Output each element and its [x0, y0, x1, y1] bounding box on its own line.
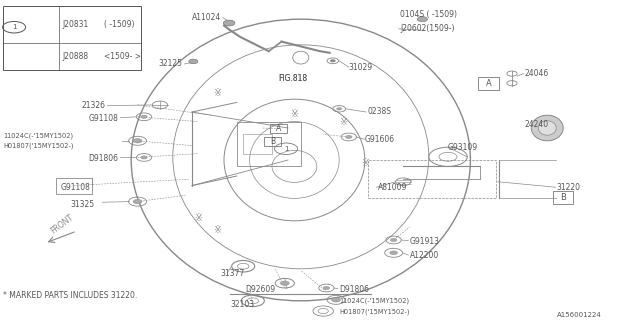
- Text: ※: ※: [340, 116, 348, 127]
- Text: G91913: G91913: [410, 237, 440, 246]
- Text: 0238S: 0238S: [368, 108, 392, 116]
- Bar: [3, 6, 141, 70]
- Text: ※: ※: [195, 212, 202, 223]
- Circle shape: [337, 108, 342, 110]
- Text: G91606: G91606: [365, 135, 395, 144]
- Circle shape: [390, 238, 397, 242]
- Circle shape: [141, 156, 147, 159]
- Circle shape: [223, 20, 235, 26]
- Ellipse shape: [538, 121, 556, 135]
- Text: 24240: 24240: [525, 120, 549, 129]
- Text: 32103: 32103: [230, 300, 255, 309]
- Text: 31325: 31325: [70, 200, 95, 209]
- Circle shape: [346, 135, 352, 139]
- Text: 21326: 21326: [82, 101, 106, 110]
- Circle shape: [141, 115, 147, 118]
- Text: 31029: 31029: [349, 63, 373, 72]
- Text: J20888: J20888: [62, 52, 88, 61]
- Text: A11024: A11024: [191, 13, 221, 22]
- Circle shape: [189, 59, 198, 64]
- Text: 11024C(-'15MY1502): 11024C(-'15MY1502): [339, 298, 410, 304]
- Text: ※: ※: [214, 88, 221, 98]
- Text: H01807('15MY1502-): H01807('15MY1502-): [3, 142, 74, 149]
- Text: A156001224: A156001224: [557, 312, 602, 318]
- Text: D92609: D92609: [245, 285, 275, 294]
- Circle shape: [330, 60, 335, 62]
- Text: FIG.818: FIG.818: [278, 74, 308, 83]
- Text: 1: 1: [284, 146, 289, 152]
- Text: G93109: G93109: [448, 143, 478, 152]
- Text: B: B: [560, 193, 566, 202]
- Text: 11024C(-'15MY1502): 11024C(-'15MY1502): [3, 133, 74, 139]
- Text: ※: ※: [214, 225, 221, 236]
- Text: 0104S ( -1509): 0104S ( -1509): [400, 10, 457, 19]
- Text: A81009: A81009: [378, 183, 407, 192]
- Text: ( -1509): ( -1509): [104, 20, 134, 29]
- Ellipse shape: [531, 115, 563, 141]
- Text: J20831: J20831: [62, 20, 88, 29]
- Text: G91108: G91108: [61, 183, 91, 192]
- Text: 1: 1: [12, 24, 17, 30]
- Text: FRONT: FRONT: [49, 213, 75, 236]
- Text: D91806: D91806: [339, 285, 369, 294]
- Text: <1509- >: <1509- >: [104, 52, 141, 61]
- Circle shape: [323, 286, 330, 290]
- Text: 31377: 31377: [221, 269, 245, 278]
- Text: 24046: 24046: [525, 69, 549, 78]
- Circle shape: [332, 298, 340, 302]
- Text: D91806: D91806: [88, 154, 118, 163]
- Text: ※: ※: [291, 108, 298, 119]
- Circle shape: [417, 17, 428, 22]
- Text: A: A: [276, 124, 281, 133]
- Circle shape: [133, 139, 142, 143]
- Text: 31220: 31220: [557, 183, 581, 192]
- Text: FIG.818: FIG.818: [278, 74, 308, 83]
- Circle shape: [390, 251, 397, 255]
- Text: B: B: [270, 137, 275, 146]
- Text: A12200: A12200: [410, 252, 439, 260]
- Circle shape: [133, 199, 142, 204]
- Text: G91108: G91108: [88, 114, 118, 123]
- Text: H01807('15MY1502-): H01807('15MY1502-): [339, 309, 410, 315]
- Text: J20602(1509-): J20602(1509-): [400, 24, 454, 33]
- Text: 32125: 32125: [158, 60, 182, 68]
- Text: ※: ※: [361, 158, 369, 168]
- Text: * MARKED PARTS INCLUDES 31220.: * MARKED PARTS INCLUDES 31220.: [3, 292, 138, 300]
- Circle shape: [280, 281, 289, 285]
- Text: A: A: [486, 79, 491, 88]
